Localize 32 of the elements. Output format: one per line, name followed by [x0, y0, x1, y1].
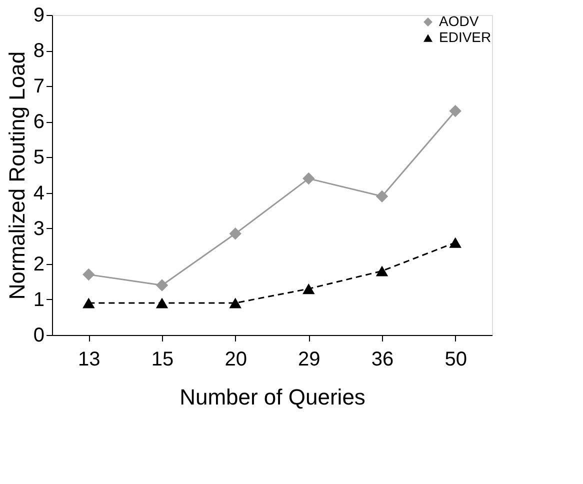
point [376, 190, 388, 202]
y-tick-label: 1 [33, 288, 44, 311]
y-tick-label: 2 [33, 253, 44, 276]
point [302, 283, 315, 294]
x-tick-label: 13 [78, 348, 100, 370]
point [82, 298, 95, 308]
y-axis-title: Normalized Routing Load [4, 51, 30, 300]
y-tick-label: 6 [33, 111, 44, 134]
x-tick-label: 36 [371, 348, 394, 370]
point [156, 279, 168, 292]
x-axis-title: Number of Queries [180, 384, 366, 410]
legend-label: EDIVER [439, 29, 492, 45]
point [449, 104, 462, 118]
x-tick-label: 50 [444, 348, 467, 370]
y-tick-label: 4 [33, 182, 44, 204]
x-tick-label: 29 [298, 348, 320, 370]
point [82, 268, 95, 281]
x-tick-label: 20 [224, 348, 247, 370]
x-tick-label: 15 [151, 348, 174, 370]
y-tick-label: 0 [33, 324, 44, 346]
y-tick-label: 3 [33, 218, 44, 240]
point [229, 228, 242, 240]
point [156, 298, 168, 308]
y-tick-label: 9 [33, 4, 44, 26]
point [376, 266, 388, 276]
point [449, 237, 462, 248]
point [229, 298, 242, 308]
point [302, 172, 315, 185]
y-tick-label: 8 [33, 40, 44, 62]
y-tick-label: 5 [33, 146, 44, 169]
y-tick-label: 7 [33, 76, 44, 98]
legend-label: AODV [439, 13, 480, 29]
